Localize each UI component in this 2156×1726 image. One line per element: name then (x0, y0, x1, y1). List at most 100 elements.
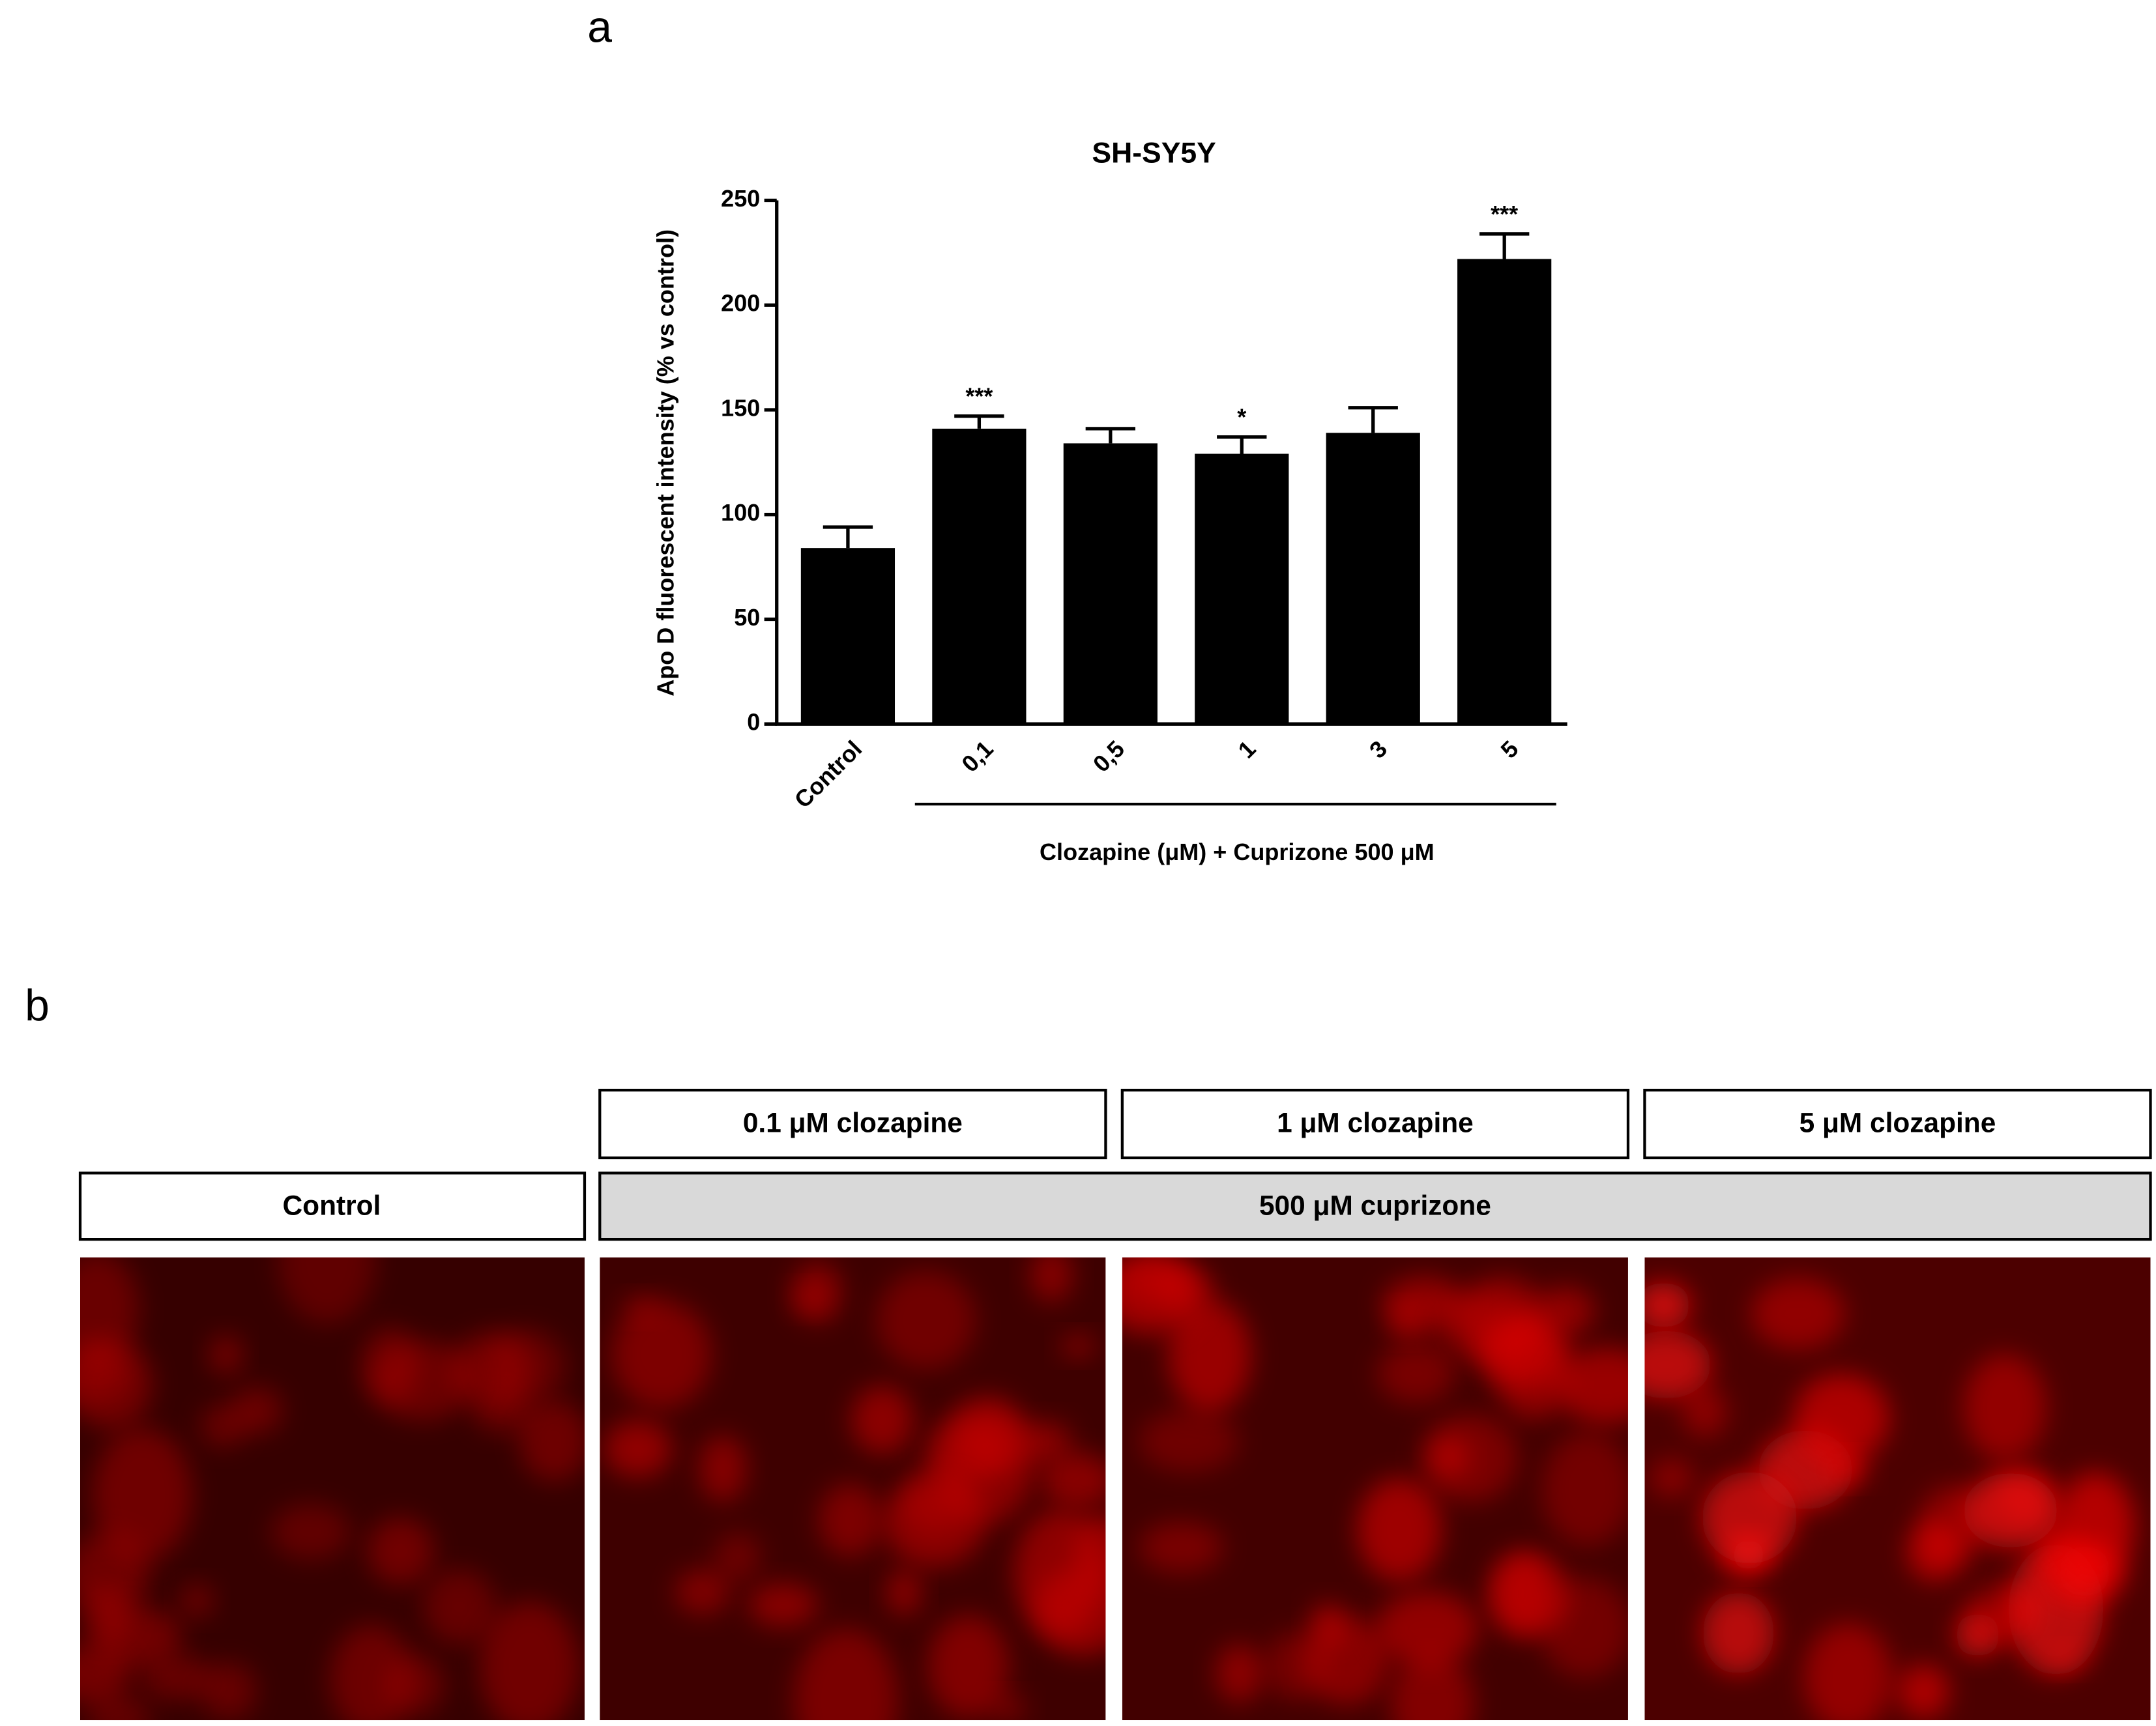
cell (1153, 1267, 1215, 1308)
cell (794, 1628, 899, 1721)
micrograph (600, 1257, 1106, 1721)
cell (1898, 1664, 1950, 1719)
error-bar (1348, 406, 1398, 433)
y-axis-label: Apo D fluorescent intensity (% vs contro… (652, 229, 679, 697)
cell (989, 1695, 1027, 1721)
cell (927, 1615, 1010, 1719)
x-tick-label: 0,1 (956, 735, 998, 777)
cell (1357, 1478, 1442, 1581)
y-tick-label: 0 (747, 709, 760, 736)
cell (1803, 1622, 1893, 1721)
cell (1030, 1257, 1073, 1302)
cell (80, 1644, 130, 1704)
x-axis-label: Clozapine (μM) + Cuprizone 500 μM (1040, 839, 1435, 865)
cell (385, 1655, 445, 1716)
cell (1168, 1299, 1251, 1412)
cell (1216, 1644, 1263, 1703)
column-header: Control (283, 1190, 381, 1221)
micrograph (1122, 1257, 1628, 1721)
cell (1309, 1603, 1347, 1645)
cell (611, 1301, 712, 1409)
cell (1644, 1330, 1712, 1399)
cell (715, 1532, 761, 1581)
bar (1457, 259, 1552, 725)
cell (201, 1662, 257, 1720)
micrograph (80, 1257, 585, 1721)
cell (1751, 1278, 1845, 1349)
bar (1063, 443, 1158, 725)
significance-label: * (1237, 404, 1246, 431)
bar (1195, 453, 1289, 725)
cell (424, 1570, 495, 1644)
cell (1430, 1437, 1468, 1477)
header-box (598, 1088, 1107, 1160)
column-header: 500 μM cuprizone (1259, 1190, 1491, 1221)
error-bar (1217, 435, 1267, 454)
cell (1555, 1347, 1628, 1424)
cell (699, 1435, 747, 1502)
cell (1650, 1458, 1693, 1497)
x-tick-label: 5 (1495, 735, 1523, 763)
cell (883, 1477, 986, 1568)
cell (1139, 1521, 1223, 1574)
error-bar (1085, 427, 1136, 444)
y-tick-label: 250 (721, 185, 760, 212)
micrographs (80, 1257, 2151, 1721)
y-tick-label: 50 (734, 604, 760, 631)
cell (231, 1387, 283, 1434)
cell (886, 1569, 922, 1616)
x-tick-label: 1 (1232, 735, 1260, 763)
cell (2056, 1472, 2134, 1579)
cell (209, 1335, 243, 1375)
cell (1139, 1410, 1239, 1472)
column-header: 0.1 μM clozapine (743, 1107, 963, 1138)
cell (1438, 1295, 1534, 1362)
cell (792, 1286, 826, 1313)
cell (1042, 1453, 1106, 1508)
x-tick-label: Control (789, 735, 867, 813)
cell (675, 1569, 730, 1615)
significance-label: *** (965, 383, 993, 410)
bar (1326, 433, 1420, 725)
header-box (1120, 1088, 1630, 1160)
cell (278, 1257, 376, 1324)
cell (876, 1270, 976, 1370)
error-bar (954, 414, 1004, 429)
cell (1390, 1653, 1474, 1721)
chart-title: SH-SY5Y (1092, 137, 1216, 169)
cell (80, 1257, 139, 1365)
cell (82, 1585, 131, 1642)
significance-label: *** (1491, 201, 1518, 227)
column-header: 5 μM clozapine (1799, 1107, 1996, 1138)
cell (1061, 1334, 1096, 1359)
y-tick-label: 100 (721, 499, 760, 526)
cell (1013, 1509, 1106, 1636)
cell (1491, 1555, 1571, 1634)
cell (1541, 1431, 1628, 1547)
micrograph (1644, 1257, 2151, 1721)
cell (1421, 1414, 1518, 1503)
cell (1702, 1592, 1775, 1675)
bar (800, 548, 896, 725)
cell (1376, 1591, 1479, 1667)
column-header: 1 μM clozapine (1277, 1107, 1474, 1138)
cell (1644, 1282, 1691, 1329)
cell (1387, 1308, 1423, 1338)
x-tick-label: 3 (1364, 735, 1392, 763)
header-box (598, 1172, 2152, 1241)
cell (480, 1601, 579, 1721)
error-bar (1479, 232, 1530, 259)
cell (371, 1340, 474, 1421)
cell (604, 1420, 672, 1478)
cell (1682, 1387, 1727, 1437)
y-tick-label: 150 (721, 394, 760, 421)
cell (1702, 1471, 1798, 1564)
header-box (78, 1172, 587, 1241)
cell (851, 1385, 914, 1454)
header-box (1643, 1088, 2152, 1160)
cell (1963, 1473, 2058, 1548)
cell (142, 1655, 212, 1701)
cell (271, 1504, 351, 1560)
